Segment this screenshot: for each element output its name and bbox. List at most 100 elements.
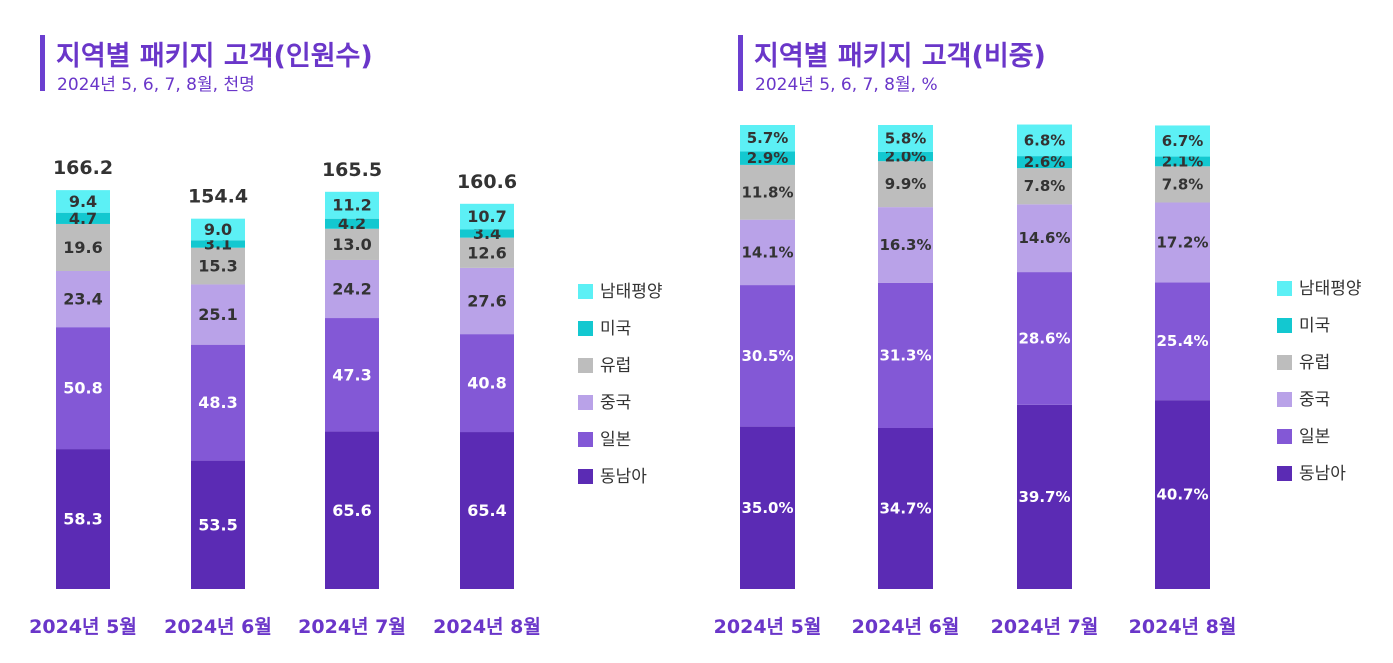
bar-미국-4 xyxy=(1155,156,1210,167)
bar-중국-2 xyxy=(191,284,245,345)
left-chart-title: 지역별 패키지 고객(인원수) xyxy=(56,41,373,72)
bar-남태평양-2 xyxy=(878,125,933,152)
left-chart-subtitle: 2024년 5, 6, 7, 8월, 천명 xyxy=(57,75,255,95)
data-label-유럽-2: 15.3 xyxy=(198,257,237,276)
bar-일본-2 xyxy=(191,344,245,461)
bar-유럽-1 xyxy=(56,223,110,271)
data-label-남태평양-4: 6.7% xyxy=(1162,132,1204,150)
data-label-일본-2: 48.3 xyxy=(198,393,237,412)
data-label-중국-2: 25.1 xyxy=(198,305,237,324)
bar-중국-3 xyxy=(325,259,379,319)
bar-유럽-2 xyxy=(191,247,245,285)
bar-중국-4 xyxy=(1155,202,1210,283)
data-label-남태평양-3: 11.2 xyxy=(332,196,371,215)
bar-미국-4 xyxy=(460,229,514,238)
bar-미국-3 xyxy=(1017,156,1072,169)
legend-swatch-미국 xyxy=(578,321,593,336)
data-label-동남아-4: 40.7% xyxy=(1156,486,1208,504)
data-label-일본-3: 28.6% xyxy=(1018,329,1070,347)
data-label-미국-4: 2.1% xyxy=(1162,152,1204,170)
data-label-유럽-4: 12.6 xyxy=(467,243,506,262)
bar-남태평양-2 xyxy=(191,218,245,241)
left-chart-panel: 지역별 패키지 고객(인원수) 2024년 5, 6, 7, 8월, 천명 58… xyxy=(29,35,663,638)
bar-남태평양-4 xyxy=(1155,125,1210,157)
data-label-유럽-1: 11.8% xyxy=(741,183,793,201)
bar-동남아-4 xyxy=(460,432,514,589)
data-label-동남아-3: 65.6 xyxy=(332,501,371,520)
data-label-동남아-4: 65.4 xyxy=(467,501,506,520)
legend-label-유럽: 유럽 xyxy=(1299,353,1330,373)
data-label-유럽-1: 19.6 xyxy=(63,238,102,257)
bar-일본-4 xyxy=(1155,282,1210,401)
bar-미국-3 xyxy=(325,218,379,229)
bar-유럽-1 xyxy=(740,164,795,220)
bar-남태평양-4 xyxy=(460,203,514,230)
data-label-미국-1: 4.7 xyxy=(69,209,97,228)
bar-동남아-1 xyxy=(56,449,110,589)
data-label-남태평양-4: 10.7 xyxy=(467,207,506,226)
legend-swatch-일본 xyxy=(1277,429,1292,444)
data-label-미국-3: 4.2 xyxy=(338,214,366,233)
legend-swatch-유럽 xyxy=(578,358,593,373)
right-title-accent xyxy=(738,35,743,91)
data-label-일본-4: 25.4% xyxy=(1156,332,1208,350)
x-tick-label-1: 2024년 5월 xyxy=(29,616,137,638)
data-label-유럽-4: 7.8% xyxy=(1162,175,1204,193)
bar-중국-1 xyxy=(740,219,795,286)
bar-일본-3 xyxy=(1017,272,1072,405)
left-chart-svg: 58.3 50.8 23.4 19.6 4.79.4 166.2 2024년 5월 53.5 4… xyxy=(29,157,663,638)
bar-유럽-3 xyxy=(1017,168,1072,205)
data-label-일본-4: 40.8 xyxy=(467,374,506,393)
right-chart-title: 지역별 패키지 고객(비중) xyxy=(754,41,1046,72)
bar-동남아-3 xyxy=(325,431,379,589)
bar-일본-4 xyxy=(460,334,514,433)
x-tick-label-2: 2024년 6월 xyxy=(164,616,272,638)
bar-동남아-4 xyxy=(1155,400,1210,589)
data-label-중국-4: 27.6 xyxy=(467,292,506,311)
data-label-미국-3: 2.6% xyxy=(1024,153,1066,171)
data-label-중국-3: 14.6% xyxy=(1018,229,1070,247)
x-tick-label-2: 2024년 6월 xyxy=(852,616,960,638)
total-label-3: 165.5 xyxy=(322,159,382,181)
x-tick-label-4: 2024년 8월 xyxy=(433,616,541,638)
legend-swatch-동남아 xyxy=(578,469,593,484)
bar-남태평양-1 xyxy=(56,190,110,213)
data-label-중국-1: 23.4 xyxy=(63,290,102,309)
bar-유럽-4 xyxy=(1155,166,1210,203)
data-label-남태평양-2: 5.8% xyxy=(885,129,927,147)
bar-미국-1 xyxy=(56,212,110,224)
legend-swatch-중국 xyxy=(1277,392,1292,407)
legend-label-남태평양: 남태평양 xyxy=(600,282,663,302)
x-tick-label-3: 2024년 7월 xyxy=(991,616,1099,638)
data-label-중국-1: 14.1% xyxy=(741,243,793,261)
bar-일본-1 xyxy=(740,285,795,427)
data-label-유럽-3: 7.8% xyxy=(1024,177,1066,195)
bar-미국-2 xyxy=(191,240,245,248)
legend-label-일본: 일본 xyxy=(1299,427,1330,447)
x-tick-label-1: 2024년 5월 xyxy=(714,616,822,638)
data-label-동남아-1: 35.0% xyxy=(741,499,793,517)
bar-중국-2 xyxy=(878,207,933,283)
right-chart-panel: 지역별 패키지 고객(비중) 2024년 5, 6, 7, 8월, % 35.0… xyxy=(700,0,1393,663)
right-chart-svg: 35.0% 30.5% 14.1% 11.8% 2.9% 5.7% 2024년 5월 34.7… xyxy=(714,124,1362,638)
data-label-유럽-2: 9.9% xyxy=(885,175,927,193)
legend-swatch-유럽 xyxy=(1277,355,1292,370)
data-label-동남아-2: 34.7% xyxy=(879,499,931,517)
legend-label-미국: 미국 xyxy=(600,319,631,339)
x-tick-label-4: 2024년 8월 xyxy=(1129,616,1237,638)
legend-label-미국: 미국 xyxy=(1299,316,1330,336)
bar-중국-3 xyxy=(1017,204,1072,273)
data-label-남태평양-1: 9.4 xyxy=(69,192,97,211)
legend-label-유럽: 유럽 xyxy=(600,356,631,376)
bar-유럽-2 xyxy=(878,161,933,208)
legend-label-중국: 중국 xyxy=(600,393,631,413)
bar-일본-1 xyxy=(56,327,110,450)
total-label-1: 166.2 xyxy=(53,157,113,179)
legend-swatch-남태평양 xyxy=(1277,281,1292,296)
legend-label-남태평양: 남태평양 xyxy=(1299,279,1362,299)
data-label-일본-2: 31.3% xyxy=(879,346,931,364)
legend-swatch-남태평양 xyxy=(578,284,593,299)
bar-동남아-3 xyxy=(1017,404,1072,589)
legend-label-동남아: 동남아 xyxy=(1299,464,1346,484)
bar-남태평양-3 xyxy=(1017,124,1072,157)
